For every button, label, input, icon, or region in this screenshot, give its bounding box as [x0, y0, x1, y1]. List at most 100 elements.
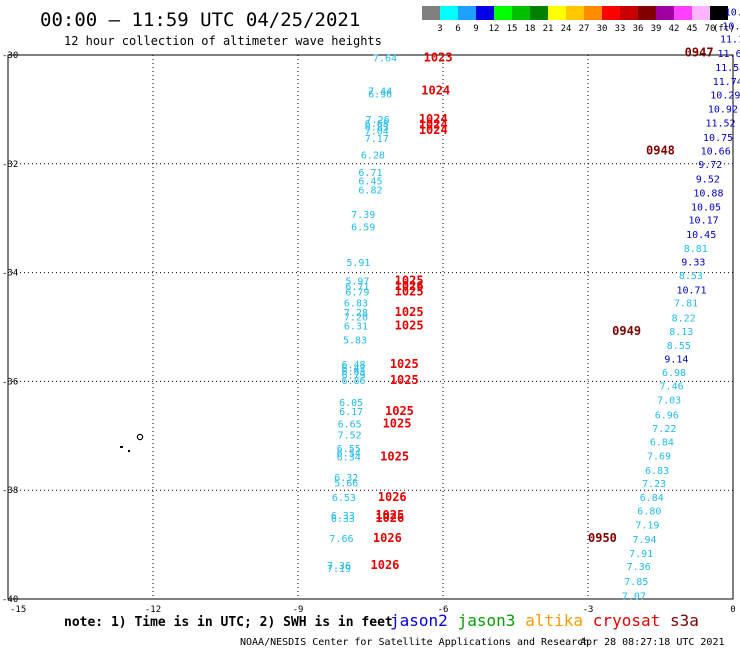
- island-coastline: [120, 433, 144, 452]
- swh-value-label: 9.72: [698, 160, 722, 171]
- swh-value-label: 7.03: [657, 396, 681, 407]
- x-tick-label: -6: [438, 605, 449, 615]
- legend-unit: (ft): [713, 24, 735, 34]
- swh-value-label: 7.46: [660, 382, 684, 393]
- swh-value-label: 6.83: [645, 466, 669, 477]
- satellite-legend: jason2 jason3 altika cryosat s3a: [390, 611, 699, 630]
- swh-value-label: 6.54: [337, 448, 361, 459]
- swh-value-label: 6.59: [351, 223, 375, 234]
- swh-value-label: 7.17: [365, 134, 389, 145]
- swh-value-label: 6.96: [368, 89, 392, 100]
- time-label: 1026: [395, 279, 424, 293]
- swh-value-label: 7.36: [627, 562, 651, 573]
- swh-value-label: 11.52: [705, 118, 735, 129]
- y-tick-label: -40: [2, 595, 18, 605]
- swh-value-label: 7.36: [327, 561, 351, 572]
- swh-value-label: 6.83: [365, 123, 389, 134]
- swh-value-label: 6.32: [334, 473, 358, 484]
- y-tick-label: -36: [2, 377, 18, 387]
- y-tick-label: -32: [2, 160, 18, 170]
- swh-value-label: 6.80: [637, 507, 661, 518]
- legend-swatch: [476, 6, 494, 20]
- time-label: 1024: [419, 112, 448, 126]
- swh-value-label: 6.86: [342, 376, 366, 387]
- legend-label: 33: [615, 24, 626, 34]
- swh-value-label: 7.28: [344, 308, 368, 319]
- swh-value-label: 10.88: [693, 188, 723, 199]
- y-tick-label: -30: [2, 51, 18, 61]
- swh-value-label: 7.44: [368, 87, 392, 98]
- legend-label: 12: [489, 24, 500, 34]
- legend-swatch: [692, 6, 710, 20]
- swh-value-label: 6.63: [342, 367, 366, 378]
- swh-value-label: 10.05: [691, 203, 721, 214]
- swh-value-label: 10.17: [689, 216, 719, 227]
- swh-value-label: 6.53: [332, 493, 356, 504]
- swh-value-label: 5.66: [334, 478, 358, 489]
- swh-value-label: 7.20: [344, 312, 368, 323]
- grid-lines: [8, 55, 733, 599]
- swh-value-label: 10.45: [686, 230, 716, 241]
- time-label: 1026: [375, 511, 404, 525]
- x-tick-label: -3: [583, 605, 594, 615]
- swh-value-label: 6.84: [640, 493, 664, 504]
- swh-value-label: 6.84: [650, 438, 674, 449]
- time-label: 1026: [371, 558, 400, 572]
- legend-label: 45: [687, 24, 698, 34]
- swh-value-label: 6.34: [337, 452, 361, 463]
- swh-value-label: 9.52: [696, 174, 720, 185]
- swh-value-label: 8.13: [669, 327, 693, 338]
- legend-label: 9: [473, 24, 478, 34]
- legend-label: 39: [651, 24, 662, 34]
- legend-label: 18: [525, 24, 536, 34]
- x-tick-label: -12: [145, 605, 161, 615]
- swh-value-label: 6.45: [358, 176, 382, 187]
- swh-value-label: 7.04: [365, 126, 389, 137]
- swh-value-label: 6.65: [338, 420, 362, 431]
- time-label: 1026: [378, 490, 407, 504]
- swh-value-label: 8.55: [667, 341, 691, 352]
- swh-value-label: 10.04: [722, 21, 740, 32]
- swh-value-label: 6.28: [361, 150, 385, 161]
- swh-value-label: 8.53: [679, 271, 703, 282]
- swh-value-label: 6.48: [342, 360, 366, 371]
- legend-swatch: [530, 6, 548, 20]
- satellite-name: jason2: [390, 611, 448, 630]
- legend-swatch: [638, 6, 656, 20]
- legend-swatch: [584, 6, 602, 20]
- swh-value-label: 10.75: [703, 133, 733, 144]
- time-label: 1025: [395, 305, 424, 319]
- time-label: 0947: [685, 46, 714, 60]
- legend-label: 21: [543, 24, 554, 34]
- time-label: 1025: [395, 284, 424, 298]
- legend-label: 24: [561, 24, 572, 34]
- legend-label: 6: [455, 24, 460, 34]
- axis-ticks: -15 -12 -9 -6 -3 0-30-32-34-36-38-40: [2, 51, 736, 615]
- plot-frame: [7, 54, 734, 600]
- swh-value-label: 7.64: [373, 54, 397, 65]
- swh-value-label: 6.83: [344, 298, 368, 309]
- x-tick-label: -15: [10, 605, 26, 615]
- swh-value-label: 7.22: [652, 424, 676, 435]
- swh-value-label: 6.42: [342, 364, 366, 375]
- y-tick-label: -38: [2, 486, 18, 496]
- swh-value-label: 7.23: [642, 479, 666, 490]
- swh-value-label: 11.18: [720, 34, 740, 45]
- time-label: 1025: [383, 417, 412, 431]
- island-shape: [120, 446, 123, 448]
- footer-credit: NOAA/NESDIS Center for Satellite Applica…: [240, 637, 589, 648]
- time-label: 0950: [588, 531, 617, 545]
- swh-value-label: 7.07: [622, 592, 646, 603]
- legend-swatch: [656, 6, 674, 20]
- swh-value-label: 5.97: [345, 277, 369, 288]
- time-label: 0948: [646, 144, 675, 158]
- satellite-name: jason3: [458, 611, 516, 630]
- time-label: 1023: [424, 51, 453, 65]
- time-label: 1024: [421, 84, 450, 98]
- time-label: 1024: [419, 123, 448, 137]
- swh-value-label: 6.71: [358, 168, 382, 179]
- legend-swatch: [620, 6, 638, 20]
- swh-value-label: 7.66: [329, 534, 353, 545]
- satellite-name: s3a: [670, 611, 699, 630]
- satellite-name: cryosat: [593, 611, 660, 630]
